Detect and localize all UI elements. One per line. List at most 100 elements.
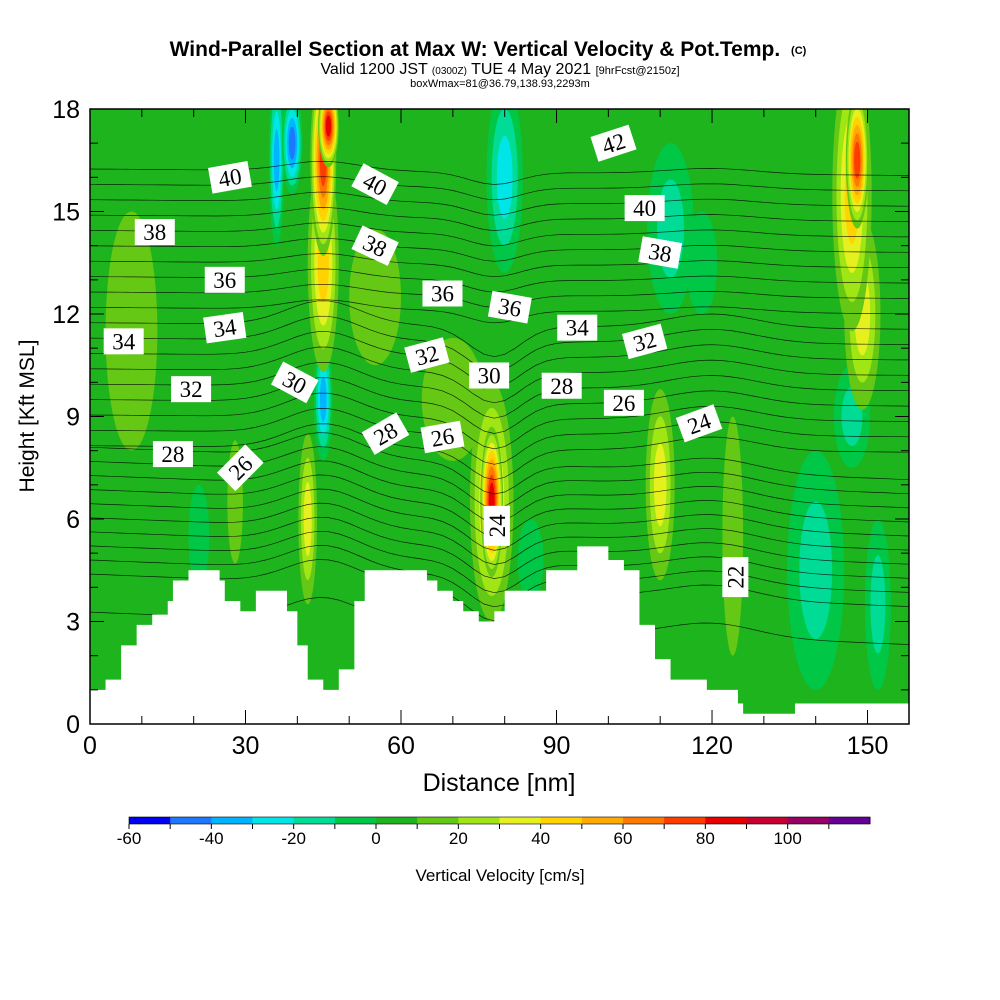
contour-label-box: [624, 195, 665, 222]
theta-contour: [90, 423, 909, 481]
y-tick-label: 18: [52, 96, 80, 124]
velocity-cell: [686, 211, 718, 314]
velocity-cell: [273, 129, 280, 192]
contour-label: 32: [171, 376, 212, 403]
theta-contour: [90, 191, 909, 216]
colorbar-swatch: [540, 817, 583, 824]
contour-label-text: 36: [496, 293, 523, 322]
subtitle-valid: Valid 1200 JST: [320, 61, 428, 78]
contour-label-box: [621, 323, 668, 360]
colorbar-swatch: [623, 817, 665, 824]
subtitle-date: TUE 4 May 2021: [471, 61, 591, 78]
colorbar-tick-label: 0: [371, 829, 380, 848]
contour-label: 34: [203, 312, 247, 344]
theta-contour: [90, 377, 909, 434]
contour-label: 28: [541, 372, 582, 399]
colorbar-tick-label: -20: [281, 829, 306, 848]
contour-label-box: [134, 219, 175, 245]
y-tick-label: 6: [66, 506, 80, 534]
velocity-cell: [303, 481, 312, 557]
contour-label-text: 38: [143, 220, 166, 245]
contour-label-box: [541, 372, 582, 399]
y-tick-label: 3: [66, 609, 80, 637]
contour-label-box: [557, 314, 598, 341]
colorbar-ticks: -60 -40 -20 0 20 40 60 80 100: [117, 824, 830, 848]
theta-contour: [90, 530, 909, 594]
colorbar-swatch: [170, 817, 212, 824]
contour-label-box: [487, 290, 532, 324]
contour-label-box: [103, 328, 144, 355]
colorbar-tick-label: -40: [199, 829, 224, 848]
contour-label: 36: [422, 280, 463, 307]
contour-label: 40: [624, 195, 665, 222]
colorbar-tick-label: 20: [449, 829, 468, 848]
contour-label-box: [590, 124, 637, 162]
chart-title-mark: (C): [791, 45, 807, 57]
contour-label: 26: [603, 389, 644, 416]
velocity-cell: [722, 416, 744, 656]
contour-label-box: [208, 161, 252, 194]
subtitle-z: (0300Z): [432, 66, 467, 77]
terrain: [90, 546, 909, 724]
contour-label-text: 36: [213, 268, 236, 293]
x-tick-label: 150: [847, 732, 889, 760]
contour-label-box: [422, 280, 463, 307]
colorbar: [128, 816, 871, 825]
contour-label: 38: [638, 236, 683, 269]
theta-contour: [90, 516, 909, 579]
contour-label-box: [203, 312, 247, 344]
contour-label: 32: [621, 323, 668, 360]
colorbar-swatch: [129, 817, 171, 824]
colorbar-tick-label: 60: [614, 829, 633, 848]
contour-label-box: [270, 361, 319, 404]
contour-label: 34: [557, 314, 598, 341]
contour-label-box: [171, 376, 212, 403]
subtitle-fcst: [9hrFcst@2150z]: [596, 65, 680, 77]
colorbar-swatch: [376, 817, 418, 824]
contour-label-box: [722, 557, 749, 598]
colorbar-label: Vertical Velocity [cm/s]: [415, 866, 584, 885]
velocity-cell: [517, 519, 544, 601]
contour-label-box: [404, 337, 450, 373]
theta-contour: [90, 361, 909, 419]
contour-label-text: 34: [212, 314, 239, 342]
theta-contour: [90, 237, 909, 262]
y-tick-label: 0: [66, 711, 80, 739]
colorbar-swatch: [664, 817, 706, 824]
colorbar-swatch: [746, 817, 789, 824]
contour-label-text: 26: [429, 423, 456, 452]
velocity-cell: [799, 501, 833, 640]
velocity-cell: [319, 377, 327, 422]
velocity-cell: [854, 141, 861, 179]
velocity-cell: [288, 126, 296, 160]
contour-label-text: 40: [633, 196, 656, 221]
contour-label: 22: [722, 557, 749, 598]
y-tick-label: 12: [52, 301, 80, 329]
contour-label: 30: [469, 362, 510, 389]
y-tick-label: 15: [52, 199, 80, 227]
contour-label-box: [216, 444, 264, 492]
contour-label-box: [603, 389, 644, 416]
contour-label-text: 34: [112, 329, 136, 354]
chart-title-main: Wind-Parallel Section at Max W: Vertical…: [170, 38, 781, 61]
contour-label-text: 34: [566, 316, 590, 341]
velocity-cell: [496, 135, 513, 219]
contour-label-box: [675, 404, 723, 443]
colorbar-swatch: [211, 817, 253, 824]
contour-label-text: 36: [431, 282, 454, 307]
contour-label: 32: [404, 337, 450, 373]
theta-contour: [90, 432, 909, 495]
x-tick-label: 60: [387, 732, 415, 760]
contour-label: 34: [103, 328, 144, 355]
contour-label-text: 32: [180, 377, 203, 402]
colorbar-swatch: [828, 817, 871, 824]
contour-label: 26: [420, 420, 465, 454]
colorbar-tick-label: 40: [531, 829, 550, 848]
colorbar-tick-label: 100: [773, 829, 801, 848]
theta-contour: [90, 545, 909, 608]
contour-label-text: 38: [647, 239, 674, 268]
contour-label: 24: [483, 505, 510, 546]
y-tick-label: 9: [66, 404, 80, 432]
theta-contour: [90, 253, 909, 278]
colorbar-swatch: [581, 817, 624, 824]
